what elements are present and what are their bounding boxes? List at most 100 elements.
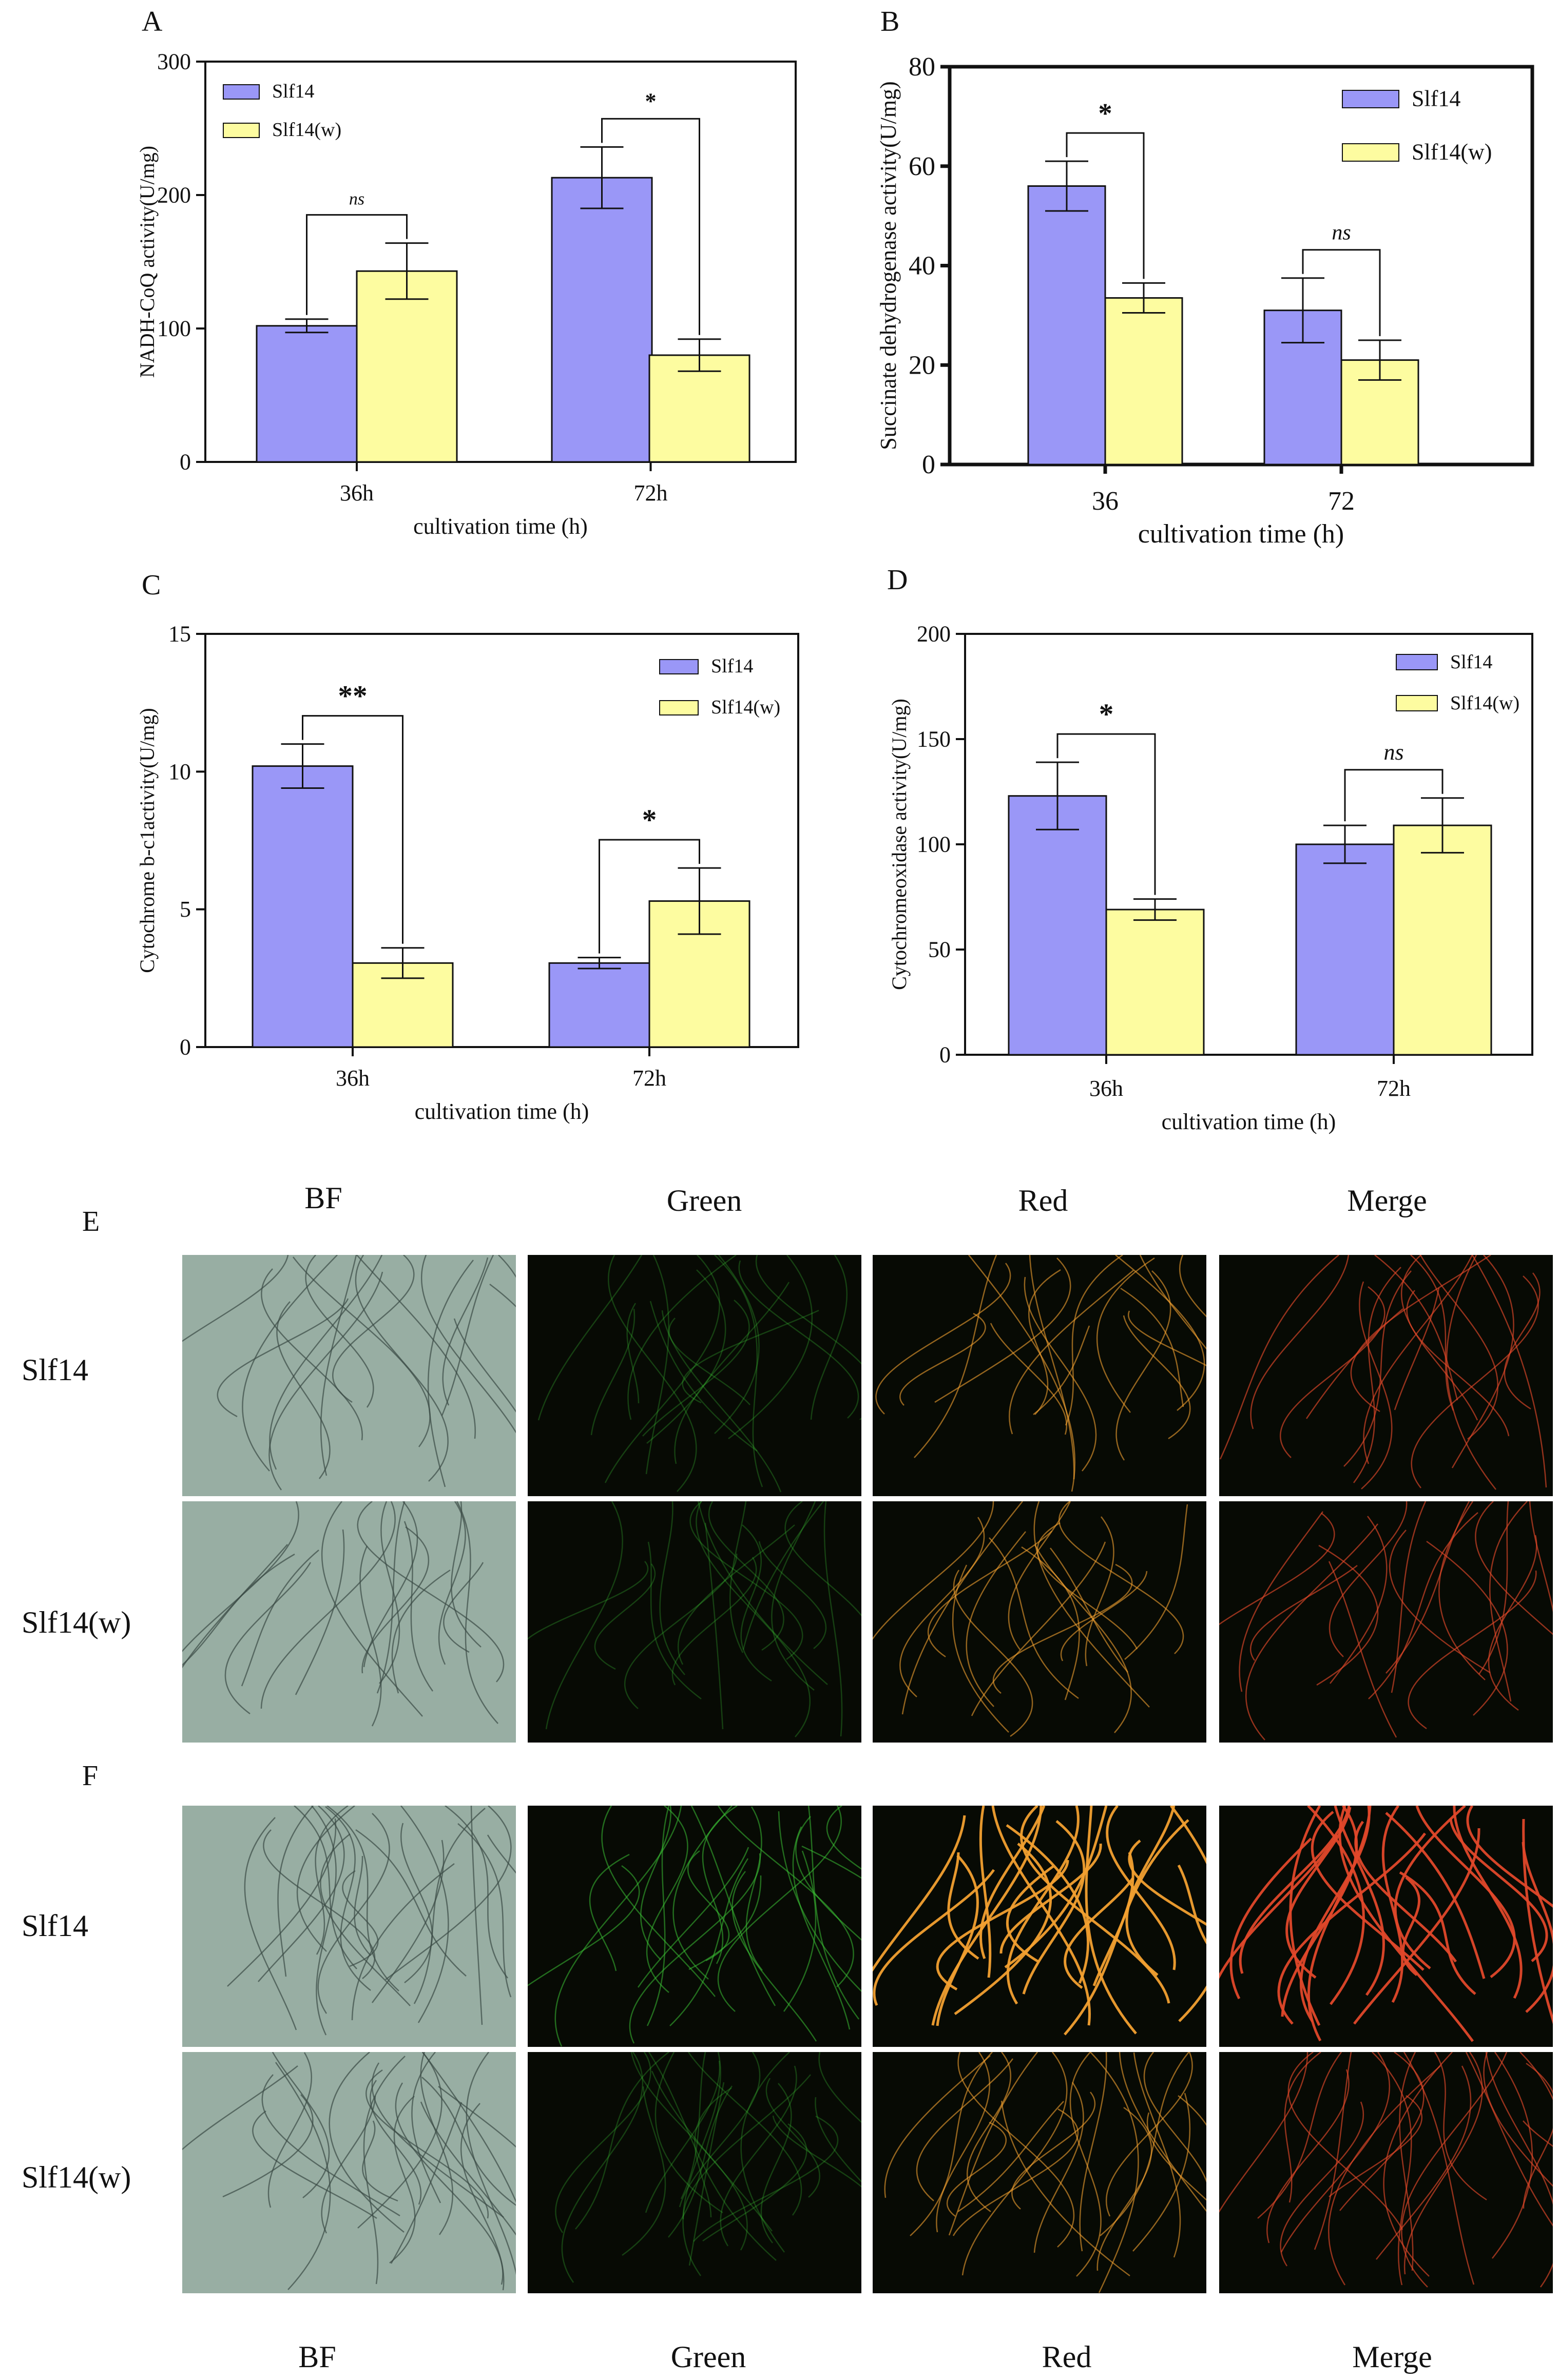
y-tick-label: 200: [157, 183, 191, 208]
x-tick-label: 72: [1328, 487, 1355, 516]
micrograph-fibers: [873, 1806, 1206, 2047]
bar: [1295, 843, 1395, 1056]
chart-frame: [204, 633, 799, 1048]
y-tick-label: 5: [180, 897, 191, 922]
bar: [1393, 824, 1492, 1056]
row-label-e-slf14w: Slf14(w): [22, 1605, 131, 1639]
micrograph-fibers: [873, 2052, 1206, 2293]
header-merge-top: Merge: [1347, 1184, 1427, 1217]
legend-swatch: [1396, 695, 1438, 711]
chart-d: 0 50 100 150 200 36h * 72h ns cultivation time (h…: [888, 622, 1533, 1134]
significance-label: *: [1099, 698, 1114, 730]
y-tick-label: 100: [157, 316, 191, 341]
x-axis-label: cultivation time (h): [1162, 1109, 1336, 1134]
legend-swatch: [1342, 90, 1399, 108]
significance-label: *: [642, 804, 657, 836]
significance-bracket: [1344, 769, 1443, 822]
y-tick-label: 0: [180, 1035, 191, 1060]
bar: [356, 270, 458, 463]
bar: [548, 962, 650, 1048]
y-tick-label: 0: [922, 450, 935, 479]
bar: [1104, 297, 1183, 466]
x-tick-label: 36h: [1089, 1076, 1123, 1101]
micrograph-fibers: [873, 1501, 1206, 1743]
y-tick-label: 40: [909, 251, 935, 281]
legend-swatch: [223, 84, 260, 100]
legend-swatch: [1342, 143, 1399, 162]
micrograph-e-slf14w-red: [873, 1501, 1206, 1743]
significance-bracket: [306, 214, 408, 315]
x-tick-label: 36: [1092, 487, 1119, 516]
chart-c: 0 5 10 15 36h ** 72h * cultivation time (h) Cytoc…: [136, 622, 799, 1124]
legend-label: Slf14: [711, 655, 753, 677]
chart-b: 0 20 40 60 80 36 * 72 ns cultivation time (h) Succ…: [876, 52, 1534, 549]
panel-label-a: A: [142, 6, 163, 37]
legend-swatch: [659, 659, 699, 674]
bar: [252, 765, 354, 1048]
panel-label-c: C: [142, 569, 161, 601]
bar: [1105, 908, 1205, 1056]
header-green-top: Green: [666, 1184, 742, 1217]
significance-bracket: [1302, 249, 1381, 336]
micrograph-e-slf14w-merge: [1219, 1501, 1553, 1743]
micrograph-f-slf14w-red: [873, 2052, 1206, 2293]
legend-label: Slf14: [1412, 86, 1460, 111]
significance-bracket: [302, 715, 403, 944]
micrograph-fibers: [528, 1501, 861, 1743]
micrograph-fibers: [528, 2052, 861, 2293]
chart-frame: [204, 61, 797, 463]
y-tick-label: 80: [909, 52, 935, 82]
panel-label-b: B: [880, 6, 900, 37]
header-red-bottom: Red: [1042, 2340, 1092, 2374]
legend-swatch: [1396, 654, 1438, 670]
micrograph-fibers: [182, 1255, 516, 1496]
micrograph-fibers: [528, 1255, 861, 1496]
chart-a: 0 100 200 300 36h ns 72h * cultivation time (h) N…: [136, 49, 797, 539]
header-green-bottom: Green: [670, 2340, 746, 2374]
x-tick-label: 36h: [336, 1066, 370, 1091]
micrograph-e-slf14-bf: [182, 1255, 516, 1496]
micrograph-fibers: [182, 2052, 516, 2293]
micrograph-fibers: [528, 1806, 861, 2047]
x-tick-label: 36h: [340, 480, 374, 506]
micrograph-fibers: [1219, 1501, 1553, 1743]
micrograph-f-slf14-bf: [182, 1806, 516, 2047]
y-axis-label: Cytochrome b-c1activity(U/mg): [136, 708, 159, 973]
x-tick-label: 72h: [634, 480, 668, 506]
y-axis-label: Succinate dehydrogenase activity(U/mg): [876, 81, 901, 450]
micrograph-fibers: [182, 1806, 516, 2047]
significance-label: *: [1098, 98, 1112, 129]
micrograph-e-slf14-merge: [1219, 1255, 1553, 1496]
legend-label: Slf14(w): [1450, 692, 1519, 714]
y-tick-label: 200: [917, 622, 951, 647]
micrograph-fibers: [1219, 2052, 1553, 2293]
legend-swatch: [659, 700, 699, 715]
bar: [256, 325, 358, 463]
y-tick-label: 0: [180, 450, 191, 475]
y-tick-label: 300: [157, 49, 191, 74]
micrograph-fibers: [182, 1501, 516, 1743]
legend-label: Slf14: [272, 81, 314, 102]
header-bf-top: BF: [304, 1181, 342, 1215]
row-label-f-slf14w: Slf14(w): [22, 2160, 131, 2194]
y-tick-label: 150: [917, 727, 951, 752]
row-label-e-slf14: Slf14: [22, 1353, 89, 1387]
micrograph-fibers: [873, 1255, 1206, 1496]
significance-label: *: [645, 88, 656, 113]
y-tick-label: 0: [939, 1042, 951, 1068]
bar: [1008, 795, 1107, 1056]
x-tick-label: 72h: [1377, 1076, 1411, 1101]
panel-label-d: D: [887, 564, 908, 596]
micrograph-f-slf14w-bf: [182, 2052, 516, 2293]
micrograph-e-slf14-red: [873, 1255, 1206, 1496]
significance-bracket: [1056, 733, 1156, 895]
significance-label: ns: [349, 190, 364, 209]
legend-swatch: [223, 123, 260, 138]
y-tick-label: 60: [909, 152, 935, 181]
micrograph-f-slf14-merge: [1219, 1806, 1553, 2047]
micrograph-f-slf14-red: [873, 1806, 1206, 2047]
y-tick-label: 10: [168, 759, 191, 784]
micrograph-fibers: [1219, 1255, 1553, 1496]
x-axis-label: cultivation time (h): [415, 1099, 589, 1124]
